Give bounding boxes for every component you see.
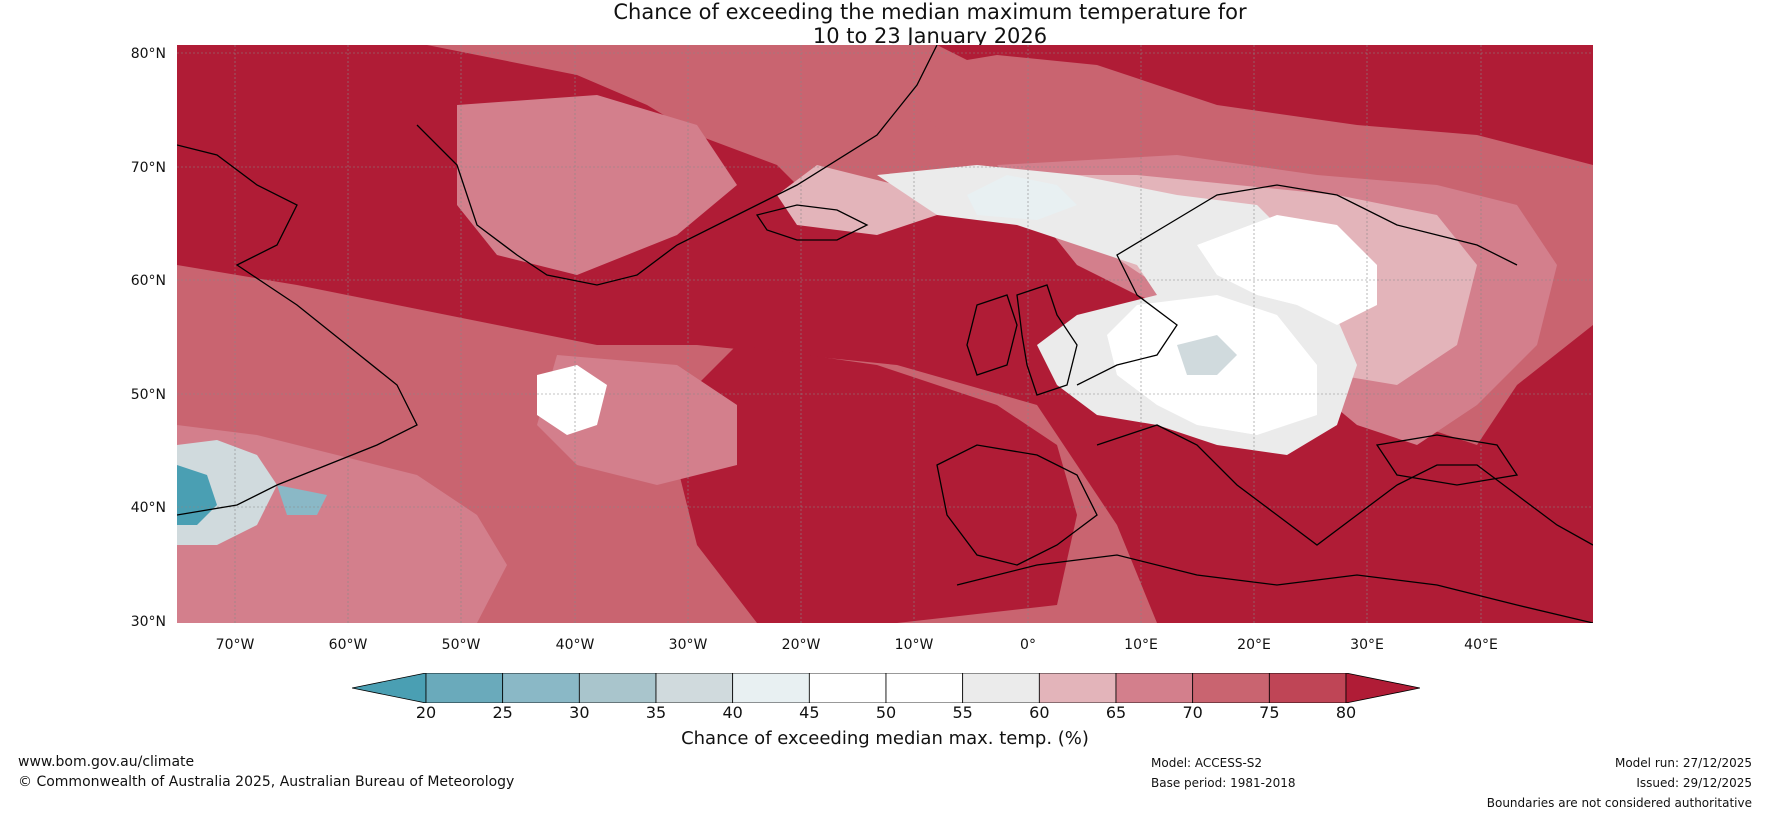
colorbar-extend-low <box>351 672 427 704</box>
lat-label-70n: 70°N <box>130 160 166 176</box>
colorbar-segment <box>655 672 734 704</box>
colorbar-tick-label: 65 <box>1105 703 1127 722</box>
colorbar-tick-label: 80 <box>1335 703 1357 722</box>
coastline-north-africa <box>956 554 1593 623</box>
map-band-80-ocean <box>677 345 1077 623</box>
colorbar-segment <box>502 672 580 704</box>
map-band-45-norwegian-sea <box>967 175 1077 220</box>
title-line-1: Chance of exceeding the median maximum t… <box>613 0 1247 24</box>
colorbar-tick-label: 40 <box>722 703 743 722</box>
colorbar-tick-label: 75 <box>1259 703 1280 722</box>
graticule <box>177 45 1593 623</box>
lon-label-30w: 30°W <box>668 637 708 653</box>
colorbar-tick-label: 35 <box>645 703 667 722</box>
colorbar-segment <box>808 672 887 704</box>
lat-label-40n: 40°N <box>130 500 166 516</box>
coastline-greenland <box>416 45 938 286</box>
coastline-mediterranean-north <box>1096 424 1593 546</box>
lon-label-20e: 20°E <box>1237 637 1271 653</box>
map-area <box>177 45 1593 623</box>
coastline-iceland <box>755 204 869 241</box>
lon-label-40w: 40°W <box>555 637 595 653</box>
lon-label-20w: 20°W <box>781 637 821 653</box>
colorbar-segment <box>1115 672 1194 704</box>
colorbar-extend-high <box>1345 672 1421 704</box>
footer-boundaries: Boundaries are not considered authoritat… <box>1486 796 1752 810</box>
coastline-north-america <box>177 144 418 516</box>
footer-copyright: © Commonwealth of Australia 2025, Austra… <box>18 774 515 790</box>
lat-label-60n: 60°N <box>130 273 166 289</box>
coastline-britain <box>1016 284 1078 396</box>
lon-label-40e: 40°E <box>1464 637 1498 653</box>
colorbar <box>351 672 1421 704</box>
colorbar-tick-label: 60 <box>1029 703 1050 722</box>
footer-model: Model: ACCESS-S2 <box>1151 756 1263 770</box>
map-band-70-greenland <box>457 95 737 275</box>
lon-label-0: 0° <box>1020 637 1036 653</box>
colorbar-tick-label: 30 <box>569 703 590 722</box>
colorbar-tick-label: 50 <box>875 703 897 722</box>
footer-issued: Issued: 29/12/2025 <box>1636 776 1752 790</box>
colorbar-segment <box>1038 672 1117 704</box>
lon-label-30e: 30°E <box>1350 637 1384 653</box>
coastline-scandinavia <box>1076 184 1518 386</box>
colorbar-label: Chance of exceeding median max. temp. (%… <box>681 728 1089 749</box>
colorbar-tick-label: 45 <box>799 703 820 722</box>
coastlines <box>177 45 1593 623</box>
lon-label-60w: 60°W <box>328 637 368 653</box>
colorbar-segment <box>1268 672 1347 704</box>
map-band-30-na <box>277 485 327 515</box>
coastline-black-sea <box>1375 434 1519 486</box>
colorbar-segment <box>885 672 964 704</box>
lat-label-30n: 30°N <box>130 614 166 630</box>
colorbar-tick-label: 70 <box>1182 703 1203 722</box>
colorbar-segment <box>962 672 1040 704</box>
coastline-iberia <box>936 444 1098 566</box>
colorbar-svg <box>351 672 1421 704</box>
lon-label-50w: 50°W <box>441 637 481 653</box>
colorbar-tick-label: 55 <box>952 703 973 722</box>
colorbar-segment <box>732 672 810 704</box>
temperature-probability-map <box>177 45 1593 623</box>
coastline-ireland <box>966 294 1018 376</box>
colorbar-segment <box>578 672 657 704</box>
colorbar-segment <box>425 672 504 704</box>
lon-label-10e: 10°E <box>1124 637 1158 653</box>
footer-model-run: Model run: 27/12/2025 <box>1614 756 1752 770</box>
lon-label-10w: 10°W <box>894 637 934 653</box>
colorbar-tick-label: 25 <box>492 703 513 722</box>
map-band-50-midatlantic <box>537 365 607 435</box>
lat-label-50n: 50°N <box>130 387 166 403</box>
colorbar-tick-label: 20 <box>415 703 437 722</box>
lat-label-80n: 80°N <box>130 46 166 62</box>
colorbar-segment <box>1192 672 1270 704</box>
title-line-2: 10 to 23 January 2026 <box>812 24 1048 48</box>
lon-label-70w: 70°W <box>215 637 255 653</box>
map-band-40-alps <box>1177 335 1237 375</box>
footer-base-period: Base period: 1981-2018 <box>1151 776 1296 790</box>
map-band-50-scandinavia <box>1197 215 1377 325</box>
map-title: Chance of exceeding the median maximum t… <box>0 0 1770 48</box>
footer-website[interactable]: www.bom.gov.au/climate <box>18 754 195 770</box>
map-band-65-iceland <box>777 165 937 235</box>
